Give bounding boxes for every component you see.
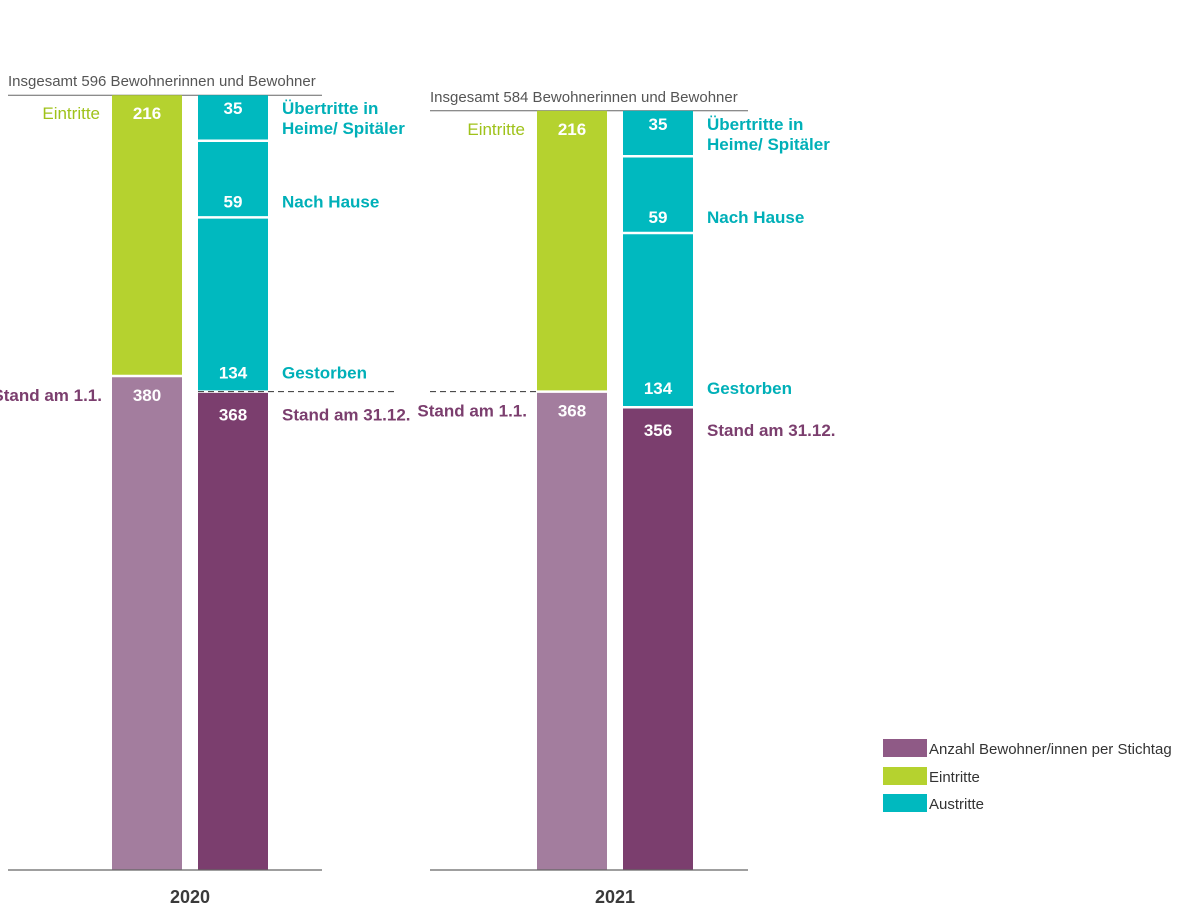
value-stand-start: 368 bbox=[558, 402, 586, 421]
bar-gestorben bbox=[623, 233, 693, 408]
bar-eintritte bbox=[537, 110, 607, 392]
annotation-eintritte: Eintritte bbox=[467, 120, 525, 139]
bar-eintritte bbox=[112, 95, 182, 376]
total-label: Insgesamt 584 Bewohnerinnen und Bewohner bbox=[430, 89, 738, 106]
value-nach-hause: 59 bbox=[649, 208, 668, 227]
year-label: 2021 bbox=[595, 887, 635, 907]
value-uebertritte: 35 bbox=[224, 99, 243, 118]
legend-label: Eintritte bbox=[929, 769, 980, 786]
annotation-uebertritte-2: Heime/ Spitäler bbox=[707, 135, 830, 154]
annotation-eintritte: Eintritte bbox=[42, 104, 100, 123]
year-label: 2020 bbox=[170, 887, 210, 907]
annotation-uebertritte-2: Heime/ Spitäler bbox=[282, 119, 405, 138]
annotation-uebertritte: Übertritte in bbox=[282, 99, 378, 118]
bar-gestorben bbox=[198, 217, 268, 392]
legend-swatch bbox=[883, 794, 927, 812]
annotation-gestorben: Gestorben bbox=[282, 364, 367, 383]
bar-nach-hause bbox=[198, 140, 268, 218]
annotation-nach-hause: Nach Hause bbox=[707, 208, 804, 227]
legend-label: Austritte bbox=[929, 796, 984, 813]
annotation-stand-end: Stand am 31.12. bbox=[282, 406, 411, 425]
value-uebertritte: 35 bbox=[649, 115, 668, 134]
value-stand-end: 368 bbox=[219, 406, 247, 425]
bar-uebertritte bbox=[623, 110, 693, 157]
legend-swatch bbox=[883, 739, 927, 757]
bar-stand-end bbox=[623, 407, 693, 870]
bar-nach-hause bbox=[623, 156, 693, 233]
value-eintritte: 216 bbox=[558, 120, 586, 139]
legend-swatch bbox=[883, 767, 927, 785]
annotation-nach-hause: Nach Hause bbox=[282, 192, 379, 211]
bar-uebertritte bbox=[198, 95, 268, 141]
value-gestorben: 134 bbox=[219, 364, 248, 383]
annotation-stand-start: Stand am 1.1. bbox=[0, 386, 102, 405]
value-nach-hause: 59 bbox=[224, 192, 243, 211]
value-eintritte: 216 bbox=[133, 104, 161, 123]
bar-stand-start bbox=[112, 376, 182, 870]
legend-label: Anzahl Bewohner/innen per Stichtag bbox=[929, 741, 1172, 758]
value-stand-start: 380 bbox=[133, 386, 161, 405]
annotation-stand-end: Stand am 31.12. bbox=[707, 421, 836, 440]
value-gestorben: 134 bbox=[644, 379, 673, 398]
value-stand-end: 356 bbox=[644, 421, 672, 440]
annotation-stand-start: Stand am 1.1. bbox=[417, 402, 527, 421]
bar-stand-start bbox=[537, 391, 607, 870]
total-label: Insgesamt 596 Bewohnerinnen und Bewohner bbox=[8, 73, 316, 90]
annotation-gestorben: Gestorben bbox=[707, 379, 792, 398]
annotation-uebertritte: Übertritte in bbox=[707, 115, 803, 134]
bar-stand-end bbox=[198, 391, 268, 870]
